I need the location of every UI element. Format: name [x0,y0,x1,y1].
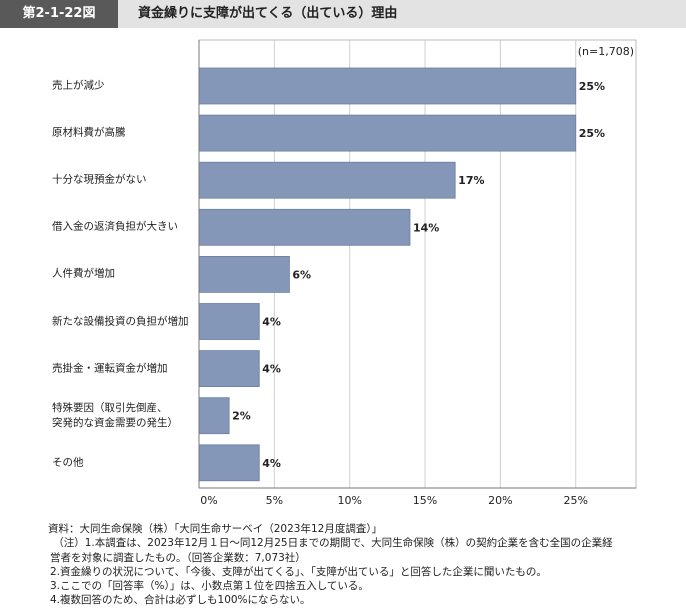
value-label: 4% [262,363,281,376]
bar [198,208,411,246]
note-line: 4.複数回答のため、合計は必ずしも100%にならない。 [50,594,311,607]
x-tick-label: 10% [337,494,361,507]
bar [198,303,260,340]
x-tick-label: 0% [200,494,217,507]
x-tick-label: 5% [266,494,283,507]
x-tick-label: 20% [488,494,512,507]
bar [198,255,290,293]
note-line: （注）1.本調査は、2023年12月１日～同12月25日までの期間で、大同生命保… [48,537,613,550]
bar [198,67,577,105]
value-label: 4% [262,316,281,329]
category-label: 原材料費が高騰 [52,126,126,139]
category-label: 人件費が増加 [52,267,115,280]
category-label: 売掛金・運転資金が増加 [52,362,168,375]
category-label: 特殊要因（取引先倒産、 突発的な資金需要の発生） [52,401,178,429]
category-label: 売上が減少 [52,79,105,92]
value-label: 25% [579,80,605,93]
note-line: 2.資金繰りの状況について、「今後、支障が出てくる」、「支障が出ている」と回答し… [50,565,547,578]
category-label: 新たな設備投資の負担が増加 [52,315,189,327]
value-label: 14% [413,221,439,234]
bar [198,161,456,199]
category-label: 十分な現預金がない [52,173,147,186]
notes: 資料：大同生命保険（株）「大同生命サーベイ（2023年12月度調査）」 （注）1… [48,522,613,608]
category-label: 借入金の返済負担が大きい [52,220,178,233]
chart: (n=1,708) 0% 5% 10% 15% 20% 25% 25% 25% 17% 14% 6%… [198,39,637,507]
x-tick-label: 25% [563,494,587,507]
bar [198,114,577,152]
note-line: 営者を対象に調査したもの。（回答企業数：7,073社） [50,551,306,564]
header-bar: 第2-1-22図 資金繰りに支障が出てくる（出ている）理由 [0,0,686,28]
value-label: 17% [458,174,484,187]
category-label: その他 [52,456,84,469]
value-label: 2% [232,410,251,423]
note-line: 資料：大同生命保険（株）「大同生命サーベイ（2023年12月度調査）」 [48,523,383,535]
bar [198,350,260,388]
chart-title: 資金繰りに支障が出てくる（出ている）理由 [138,6,398,21]
value-label: 25% [579,127,605,140]
x-tick-label: 15% [413,494,437,507]
bar [198,444,260,482]
note-line: 3.ここでの「回答率（%）」は、小数点第１位を四捨五入している。 [50,580,369,593]
sample-size: (n=1,708) [578,45,634,58]
value-label: 6% [292,268,311,281]
bar [198,397,230,435]
value-label: 4% [262,457,281,470]
figure-number: 第2-1-22図 [0,0,118,28]
